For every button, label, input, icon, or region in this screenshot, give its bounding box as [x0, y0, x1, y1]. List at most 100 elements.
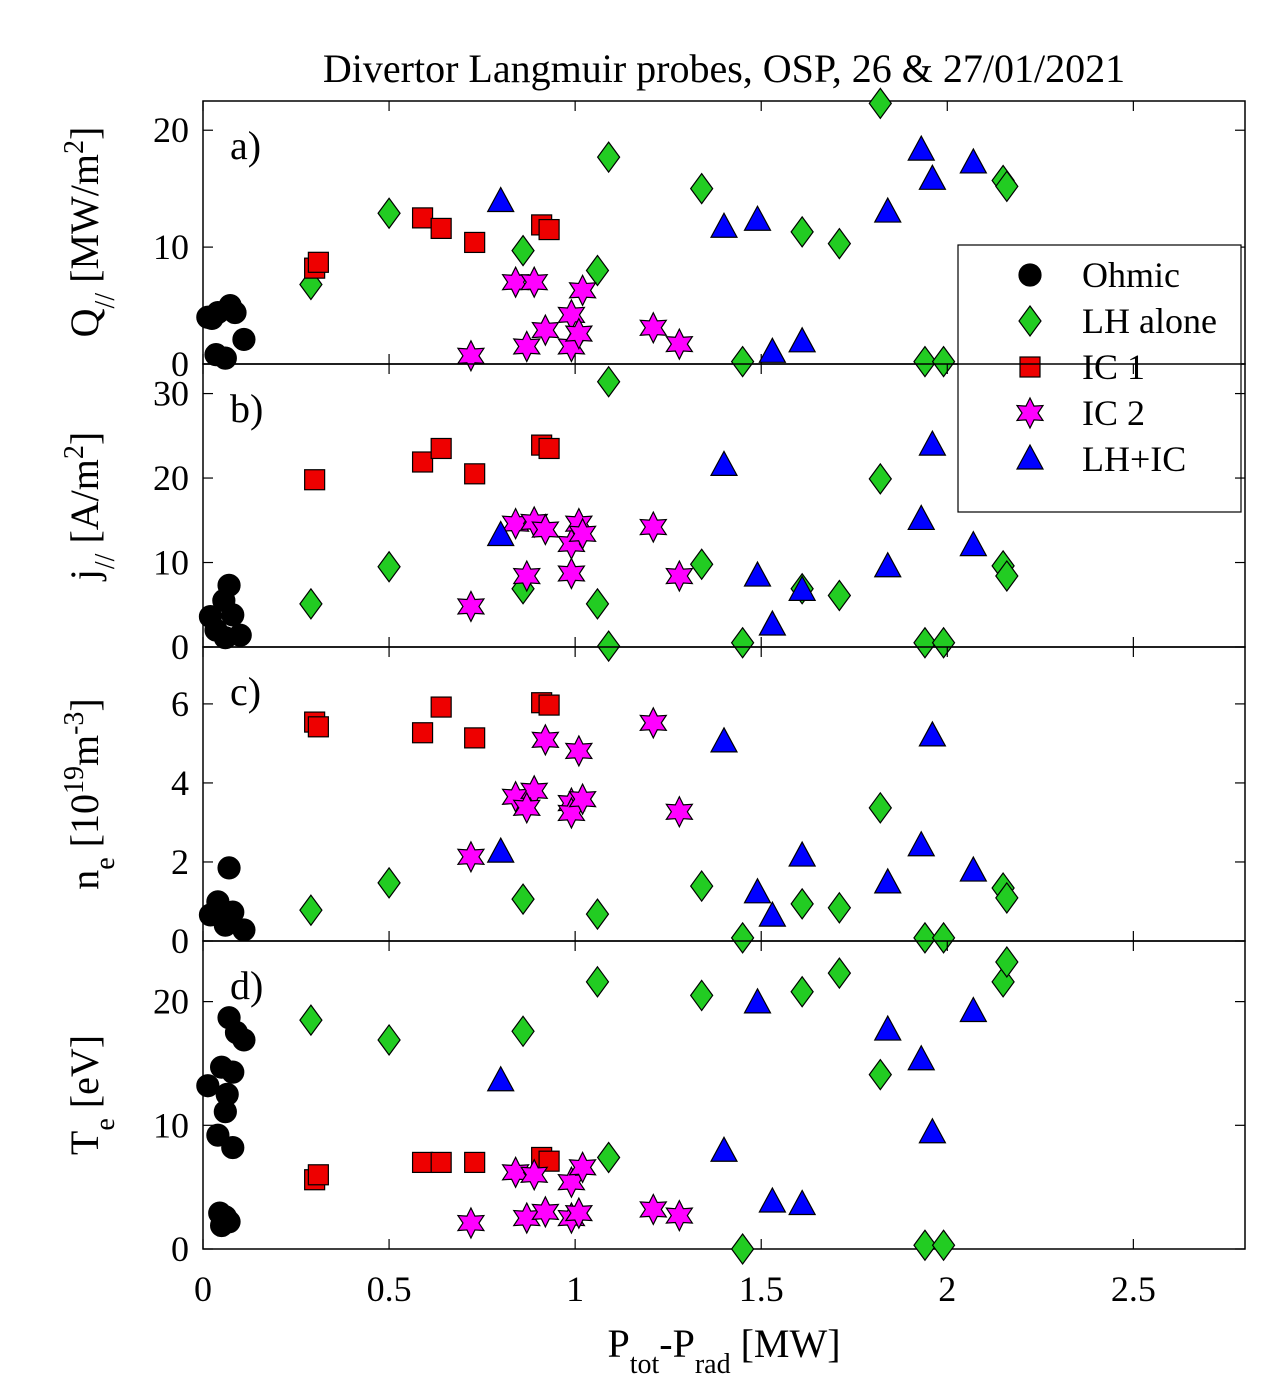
marker: [213, 1100, 237, 1124]
marker: [299, 1004, 323, 1037]
legend-label: IC 2: [1082, 393, 1145, 433]
x-axis-label-part: [MW]: [731, 1321, 841, 1366]
marker: [520, 265, 549, 299]
marker: [743, 204, 772, 231]
x-axis-label-part: tot: [630, 1349, 660, 1376]
y-axis-label-part: e: [90, 1118, 121, 1130]
marker: [456, 590, 486, 623]
marker: [758, 1186, 787, 1213]
marker: [873, 551, 902, 578]
marker: [568, 1151, 597, 1184]
marker: [213, 913, 237, 937]
marker: [213, 626, 237, 650]
marker: [788, 575, 817, 602]
marker: [307, 1164, 329, 1186]
marker: [538, 1150, 560, 1172]
marker: [788, 840, 817, 867]
marker: [430, 217, 452, 240]
marker: [531, 723, 560, 757]
y-axis-label-part: -3: [59, 712, 90, 735]
y-tick-label: 10: [153, 543, 189, 583]
marker: [913, 921, 937, 954]
marker: [790, 975, 814, 1008]
marker: [639, 706, 668, 740]
marker: [221, 1060, 245, 1084]
marker: [585, 587, 610, 620]
marker: [511, 1015, 535, 1048]
marker: [790, 215, 814, 248]
marker: [758, 900, 787, 927]
marker: [743, 987, 772, 1014]
legend-marker: [1019, 356, 1041, 378]
marker: [959, 996, 988, 1023]
marker: [730, 626, 755, 659]
marker: [299, 587, 323, 620]
marker: [709, 1136, 739, 1162]
marker: [531, 513, 560, 546]
y-axis-label-part: //: [90, 293, 121, 309]
y-axis-label-part: n: [62, 870, 107, 890]
marker: [639, 311, 668, 345]
legend-marker: [1018, 304, 1042, 338]
y-axis-label-part: ]: [62, 127, 107, 140]
marker: [709, 450, 739, 476]
marker: [223, 300, 247, 325]
marker: [709, 211, 739, 238]
marker: [585, 898, 610, 931]
marker: [564, 1196, 594, 1230]
y-axis-label-part: [eV]: [62, 1035, 107, 1118]
y-tick-label: 0: [171, 344, 189, 384]
x-axis-label: Ptot-Prad [MW]: [607, 1321, 840, 1376]
marker: [868, 462, 893, 495]
y-axis-label: j// [A/m2]: [59, 432, 121, 582]
marker: [486, 1065, 515, 1092]
marker: [501, 1155, 530, 1189]
marker: [377, 866, 401, 899]
marker: [639, 1193, 668, 1226]
y-tick-label: 10: [153, 1105, 189, 1145]
marker: [827, 891, 852, 924]
marker: [665, 795, 694, 829]
y-tick-label: 10: [153, 227, 189, 267]
marker: [486, 836, 515, 863]
marker: [743, 877, 772, 904]
marker: [868, 87, 893, 120]
panel-label: b): [230, 386, 263, 431]
marker: [918, 429, 947, 456]
marker: [511, 883, 535, 916]
marker: [464, 463, 486, 485]
y-tick-label: 30: [153, 374, 189, 414]
marker: [538, 437, 560, 460]
x-axis-label-part: rad: [695, 1349, 731, 1376]
y-axis-label-part: 2: [59, 445, 90, 459]
marker: [307, 251, 329, 273]
marker: [596, 141, 621, 174]
marker: [464, 231, 486, 254]
legend-label: Ohmic: [1082, 255, 1180, 295]
marker: [788, 326, 817, 353]
y-axis-label-part: ]: [62, 432, 107, 445]
x-tick-label: 2: [938, 1269, 956, 1309]
marker: [430, 1151, 452, 1174]
marker: [913, 1229, 937, 1262]
marker: [512, 559, 541, 593]
y-axis-label-part: Q: [62, 308, 107, 337]
y-tick-label: 20: [153, 110, 189, 150]
y-tick-label: 0: [171, 1229, 189, 1269]
y-axis-label-part: [10: [62, 794, 107, 857]
marker: [639, 510, 668, 544]
marker: [873, 196, 902, 223]
y-tick-label: 20: [153, 982, 189, 1022]
x-axis-label-part: -P: [659, 1321, 695, 1366]
marker: [304, 469, 326, 491]
y-axis-label-part: T: [62, 1131, 107, 1155]
marker: [538, 694, 560, 716]
marker: [907, 134, 936, 161]
y-axis-label-part: ]: [62, 698, 107, 711]
marker: [307, 716, 329, 738]
marker: [596, 1141, 621, 1174]
marker: [931, 626, 956, 659]
marker: [959, 530, 988, 557]
marker: [730, 1232, 755, 1266]
